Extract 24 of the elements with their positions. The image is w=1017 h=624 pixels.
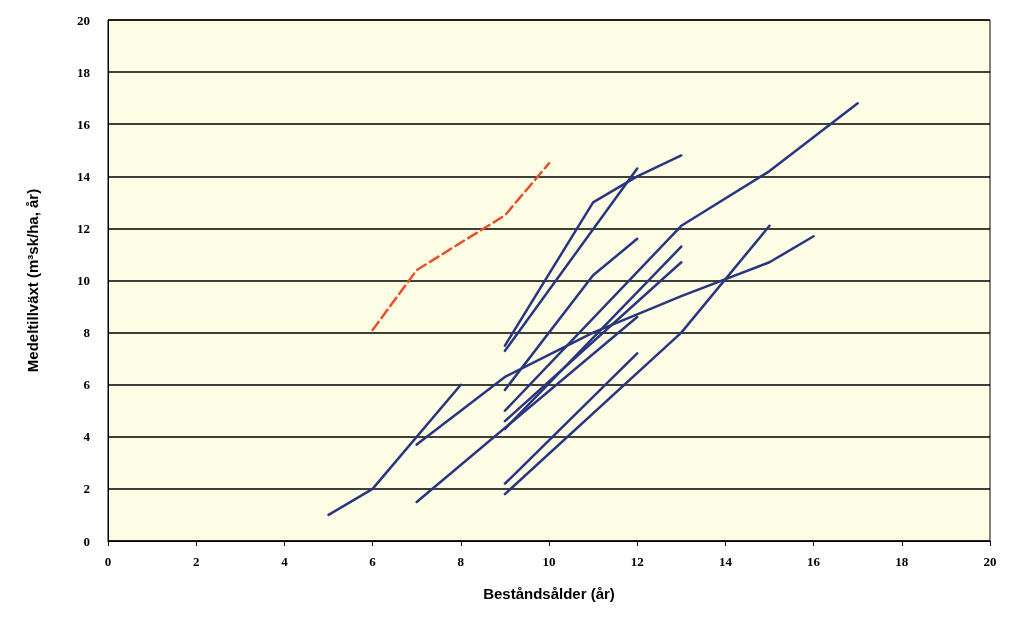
y-tick-label: 0 xyxy=(83,533,90,549)
y-tick-label: 16 xyxy=(77,116,91,132)
y-tick-label: 20 xyxy=(77,12,90,28)
x-tick-label: 16 xyxy=(807,554,821,569)
x-tick-label: 20 xyxy=(983,554,997,569)
x-tick-label: 4 xyxy=(281,554,289,569)
y-tick-label: 12 xyxy=(77,220,90,236)
y-axis-title: Medeltillväxt (m³sk/ha, år) xyxy=(24,188,41,373)
x-tick-label: 12 xyxy=(630,554,644,569)
x-tick-label: 8 xyxy=(457,554,465,569)
y-tick-label: 18 xyxy=(77,64,91,80)
x-tick-label: 18 xyxy=(895,554,909,569)
x-axis-title: Beståndsålder (år) xyxy=(483,585,615,602)
y-tick-label: 14 xyxy=(77,168,91,184)
y-tick-label: 4 xyxy=(83,429,91,445)
x-tick-label: 0 xyxy=(104,554,112,569)
x-tick-label: 6 xyxy=(369,554,377,569)
y-tick-label: 10 xyxy=(77,273,90,288)
y-tick-label: 6 xyxy=(83,377,91,393)
x-tick-label: 10 xyxy=(542,554,556,569)
y-tick-label: 8 xyxy=(83,325,91,341)
x-tick-label: 14 xyxy=(718,554,733,569)
x-tick-label: 2 xyxy=(192,554,200,569)
y-tick-label: 2 xyxy=(83,481,90,497)
